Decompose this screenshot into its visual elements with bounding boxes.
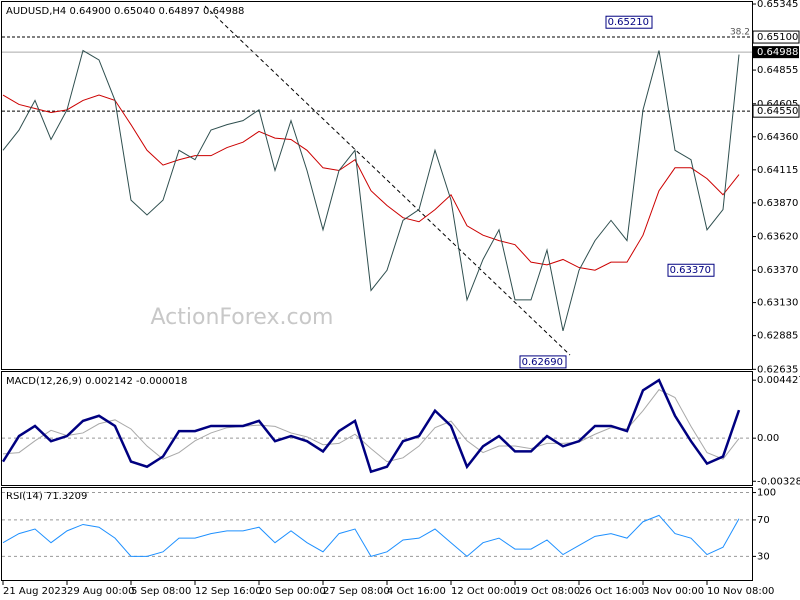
x-tick-label: 3 Nov 00:00 xyxy=(643,586,704,597)
macd-title: MACD(12,26,9) 0.002142 -0.000018 xyxy=(6,376,187,387)
x-tick-label: 12 Oct 00:00 xyxy=(451,586,516,597)
y-tick-label: -0.003288 xyxy=(757,476,800,487)
x-tick-label: 21 Aug 2023 xyxy=(3,586,67,597)
y-tick-label: 0.64605 xyxy=(757,99,798,110)
y-tick-label: 0.64115 xyxy=(757,165,798,176)
y-tick-label: 0.63370 xyxy=(757,265,798,276)
y-tick-label: 100 xyxy=(757,488,776,499)
current-price-box xyxy=(753,46,799,59)
y-tick-label: 70 xyxy=(757,515,770,526)
annotation-label: 0.65210 xyxy=(608,17,649,28)
x-tick-label: 26 Oct 16:00 xyxy=(579,586,644,597)
level-label: 0.65100 xyxy=(757,32,798,43)
x-tick-label: 12 Sep 16:00 xyxy=(195,586,262,597)
rsi-pane xyxy=(1,487,753,581)
y-tick-label: 0.63870 xyxy=(757,198,798,209)
rsi-title: RSI(14) 71.3209 xyxy=(6,491,87,502)
level-box xyxy=(752,104,800,118)
series-line xyxy=(2,94,740,271)
x-tick-label: 19 Oct 08:00 xyxy=(515,586,580,597)
y-tick-label: 0.00 xyxy=(757,433,779,444)
x-tick-label: 20 Sep 00:00 xyxy=(259,586,326,597)
y-tick-label: 0.63130 xyxy=(757,298,798,309)
y-tick-label: 0.62635 xyxy=(757,364,798,375)
y-tick-label: 30 xyxy=(757,551,770,562)
level-label: 0.64550 xyxy=(757,106,798,117)
series-line xyxy=(2,514,740,558)
x-tick-label: 29 Aug 00:00 xyxy=(67,586,134,597)
annotation-box xyxy=(667,263,715,277)
macd-pane xyxy=(1,371,753,486)
fib-label: 38.2 xyxy=(730,28,750,38)
y-tick-label: 0.64855 xyxy=(757,65,798,76)
y-tick-label: 0.62885 xyxy=(757,331,798,342)
x-tick-label: 10 Nov 08:00 xyxy=(707,586,774,597)
price-title: AUDUSD,H4 0.64900 0.65040 0.64897 0.6498… xyxy=(6,6,244,17)
series-line xyxy=(2,49,740,332)
level-box xyxy=(752,30,800,44)
x-tick-label: 5 Sep 08:00 xyxy=(131,586,191,597)
x-tick-label: 4 Oct 16:00 xyxy=(387,586,446,597)
y-tick-label: 0.004427 xyxy=(757,375,800,386)
annotation-label: 0.63370 xyxy=(670,265,711,276)
annotation-box xyxy=(605,15,653,29)
current-price-label: 0.64988 xyxy=(757,47,798,58)
series-line xyxy=(1,378,741,474)
annotation-label: 0.62690 xyxy=(522,357,563,368)
y-tick-label: 0.63620 xyxy=(757,232,798,243)
watermark: ActionForex.com xyxy=(151,305,334,330)
trend-line xyxy=(204,5,571,356)
y-tick-label: 0.64360 xyxy=(757,132,798,143)
x-tick-label: 27 Sep 08:00 xyxy=(323,586,390,597)
price-pane xyxy=(1,1,753,370)
annotation-box xyxy=(519,355,567,369)
y-tick-label: 0.65345 xyxy=(757,0,798,10)
